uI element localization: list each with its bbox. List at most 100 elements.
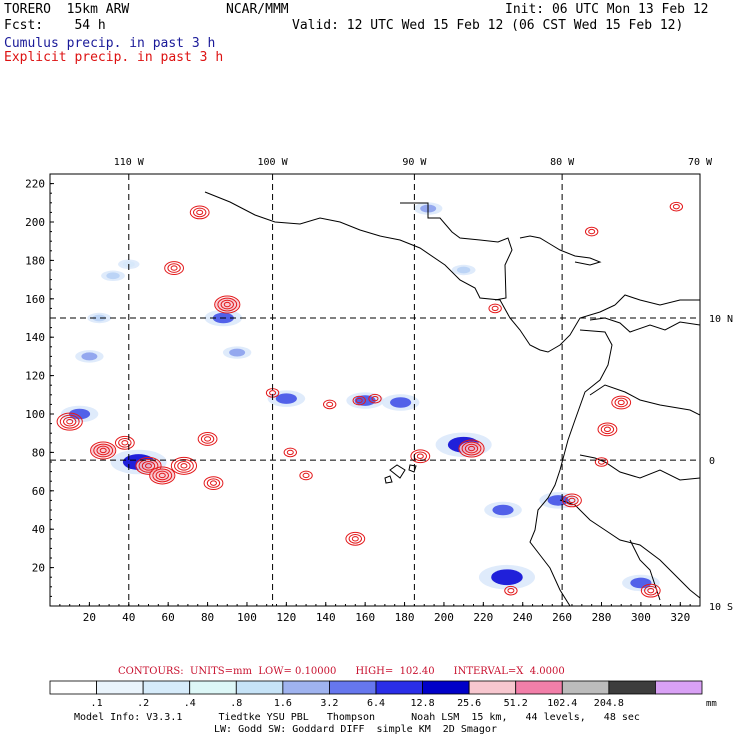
x-tick-label: 160	[355, 611, 375, 624]
lon-label: 100 W	[258, 157, 289, 168]
contour-info: CONTOURS: UNITS=mm LOW= 0.10000 HIGH= 10…	[118, 666, 565, 677]
explicit-contour	[322, 399, 337, 410]
x-tick-label: 60	[162, 611, 175, 624]
colorbar-label: 102.4	[547, 698, 577, 709]
colorbar-swatch	[515, 680, 563, 695]
explicit-contour	[458, 439, 485, 458]
colorbar-swatch	[142, 680, 191, 695]
explicit-contour	[217, 297, 238, 312]
explicit-contour	[594, 457, 609, 467]
x-tick-label: 100	[237, 611, 257, 624]
cumulus-core	[106, 272, 120, 280]
explicit-contour	[416, 453, 424, 459]
explicit-fill	[91, 443, 116, 458]
y-tick-label: 20	[32, 562, 45, 575]
cumulus-core	[492, 504, 514, 516]
explicit-contour	[167, 263, 181, 273]
explicit-contour	[220, 299, 234, 310]
explicit-contour	[614, 397, 628, 408]
explicit-contour	[368, 393, 382, 404]
y-tick-label: 40	[32, 523, 45, 536]
colorbar-label: 12.8	[411, 698, 435, 709]
colorbar-swatch	[468, 680, 517, 695]
explicit-contour	[144, 463, 152, 469]
explicit-contour	[155, 470, 169, 481]
colorbar-label: .2	[137, 698, 149, 709]
explicit-contour	[121, 440, 129, 446]
explicit-contour	[345, 531, 366, 546]
colorbar: .1 .2 .4 .8 1.6 3.2 6.4 12.8 25.6 51.2 102.4 204.8 m…	[49, 680, 717, 709]
explicit-contour	[158, 472, 166, 479]
explicit-contour	[99, 447, 107, 454]
explicit-contour	[286, 449, 294, 456]
explicit-contour	[352, 395, 366, 406]
cumulus-core	[92, 314, 106, 322]
model-info-line1: Model Info: V3.3.1 Tiedtke YSU PBL Thomp…	[74, 712, 640, 723]
explicit-contour	[164, 261, 184, 275]
y-tick-label: 180	[25, 254, 45, 267]
forecast-hour: Fcst: 54 h	[4, 18, 106, 33]
explicit-contour	[138, 458, 159, 473]
y-tick-label: 60	[32, 485, 45, 498]
colorbar-swatch	[422, 680, 470, 695]
cumulus-core	[390, 397, 412, 408]
explicit-contour	[214, 295, 241, 314]
valid-time: Valid: 12 UTC Wed 15 Feb 12 (06 CST Wed …	[292, 18, 684, 33]
explicit-contour	[669, 201, 684, 212]
explicit-contour	[96, 445, 110, 456]
explicit-fill	[459, 441, 484, 456]
lon-label: 70 W	[688, 157, 713, 168]
explicit-contour	[410, 449, 431, 464]
explicit-contour	[180, 463, 188, 469]
explicit-contour	[59, 414, 80, 429]
explicit-contour	[196, 209, 204, 216]
legend-cumulus: Cumulus precip. in past 3 h	[4, 36, 216, 51]
y-tick-label: 140	[25, 331, 45, 344]
colorbar-swatch	[329, 680, 377, 695]
explicit-contour	[588, 228, 596, 235]
x-tick-label: 320	[670, 611, 690, 624]
explicit-contour	[672, 203, 680, 210]
x-tick-label: 80	[201, 611, 214, 624]
explicit-contour	[141, 461, 156, 471]
lon-label: 90 W	[402, 157, 427, 168]
explicit-contour	[464, 443, 479, 454]
colorbar-swatch	[49, 680, 97, 695]
explicit-contour	[299, 470, 313, 481]
colorbar-swatch	[561, 680, 610, 695]
colorbar-swatch	[375, 680, 423, 695]
y-tick-label: 220	[25, 178, 45, 191]
y-tick-label: 120	[25, 370, 45, 383]
explicit-contour	[223, 301, 231, 308]
explicit-contour	[170, 456, 198, 475]
explicit-contour	[488, 303, 502, 314]
explicit-contour	[351, 536, 359, 542]
explicit-contour	[118, 438, 132, 448]
colorbar-swatch	[608, 680, 656, 695]
x-tick-label: 20	[83, 611, 96, 624]
colorbar-swatch	[235, 680, 284, 695]
x-tick-label: 120	[276, 611, 296, 624]
explicit-contour	[491, 305, 499, 312]
explicit-contour	[152, 468, 173, 483]
colorbar-label: 3.2	[320, 698, 338, 709]
colorbar-swatch	[96, 680, 144, 695]
explicit-contour	[56, 412, 83, 431]
explicit-contour	[177, 461, 191, 471]
explicit-contour	[565, 495, 579, 506]
explicit-contour	[326, 401, 334, 408]
legend-explicit: Explicit precip. in past 3 h	[4, 50, 224, 65]
colorbar-label: 25.6	[457, 698, 481, 709]
explicit-fill	[136, 458, 161, 473]
explicit-contour	[562, 493, 582, 508]
explicit-contour	[504, 585, 518, 596]
explicit-contour	[62, 416, 77, 427]
explicit-contour	[647, 587, 655, 594]
explicit-contour	[371, 395, 379, 402]
explicit-contour	[192, 207, 207, 218]
cumulus-core	[68, 408, 91, 420]
cumulus-core	[81, 352, 98, 361]
x-tick-label: 180	[395, 611, 415, 624]
colorbar-label: 6.4	[367, 698, 385, 709]
cumulus-core	[456, 266, 471, 274]
